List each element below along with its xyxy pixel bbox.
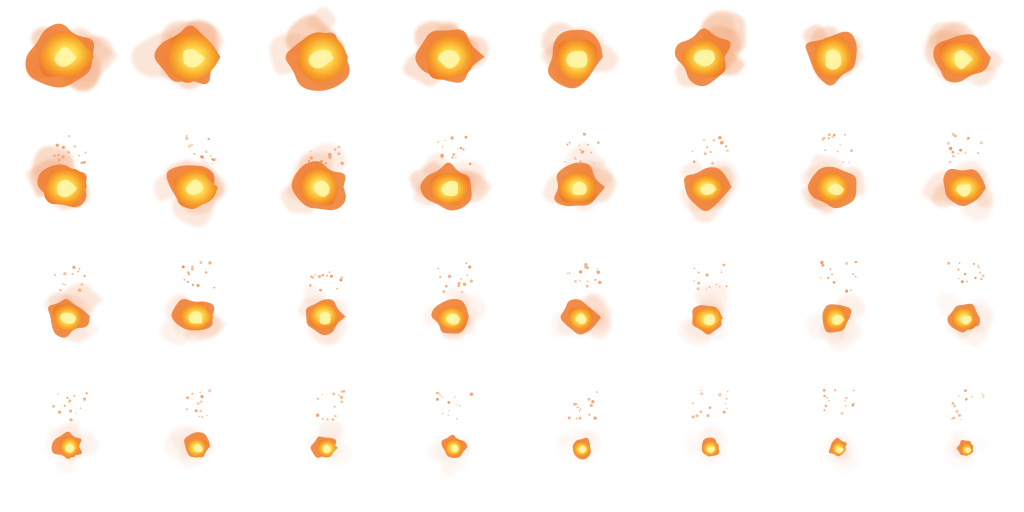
explosion-frame (128, 384, 256, 512)
explosion-frame-graphic (805, 260, 867, 351)
explosion-frame (128, 256, 256, 384)
explosion-frame (128, 0, 256, 128)
explosion-frame (0, 128, 128, 256)
explosion-frame (512, 384, 640, 512)
explosion-frame-graphic (540, 22, 620, 89)
explosion-frame-graphic (298, 271, 349, 347)
explosion-frame-graphic (403, 20, 489, 87)
explosion-frame-graphic (822, 388, 860, 474)
explosion-frame-graphic (164, 389, 215, 468)
explosion-frame (768, 256, 896, 384)
explosion-frame-graphic (307, 390, 353, 467)
explosion-frame-graphic (44, 392, 100, 474)
explosion-frame-graphic (160, 261, 227, 346)
explosion-frame (768, 384, 896, 512)
explosion-frame-graphic (803, 24, 866, 86)
explosion-frame-graphic (269, 6, 350, 91)
explosion-frame (0, 0, 128, 128)
explosion-frame-graphic (26, 134, 91, 211)
explosion-frame-graphic (409, 135, 492, 211)
explosion-frame-graphic (674, 10, 746, 88)
explosion-frame (384, 128, 512, 256)
explosion-frame-graphic (680, 136, 739, 223)
explosion-frame (256, 256, 384, 384)
explosion-frame-graphic (922, 132, 994, 222)
explosion-frame (0, 384, 128, 512)
explosion-frame (640, 128, 768, 256)
explosion-frame (640, 256, 768, 384)
explosion-frame-graphic (280, 143, 347, 214)
explosion-frame (384, 0, 512, 128)
explosion-frame-graphic (44, 265, 103, 344)
explosion-frame (896, 384, 1024, 512)
explosion-frame (384, 384, 512, 512)
explosion-frame (512, 256, 640, 384)
explosion-frame (512, 0, 640, 128)
explosion-frame-graphic (801, 133, 865, 214)
explosion-frame (0, 256, 128, 384)
explosion-frame-graphic (154, 134, 226, 228)
explosion-frame-graphic (423, 262, 486, 341)
explosion-frame (768, 128, 896, 256)
explosion-frame-graphic (25, 23, 118, 92)
explosion-frame-graphic (426, 391, 474, 476)
explosion-frame (896, 256, 1024, 384)
explosion-frame-graphic (556, 391, 603, 464)
explosion-frame (640, 0, 768, 128)
explosion-frame-graphic (936, 261, 997, 347)
explosion-frame (896, 0, 1024, 128)
explosion-frame (640, 384, 768, 512)
explosion-frame-graphic (683, 389, 729, 465)
explosion-frame-graphic (131, 19, 223, 90)
explosion-frame (384, 256, 512, 384)
explosion-frame (256, 0, 384, 128)
explosion-frame (256, 128, 384, 256)
explosion-frame-graphic (550, 263, 613, 340)
explosion-frame (256, 384, 384, 512)
explosion-frame (896, 128, 1024, 256)
explosion-frame-graphic (543, 132, 617, 212)
explosion-frame-graphic (678, 263, 729, 347)
explosion-frame (128, 128, 256, 256)
explosion-frame (512, 128, 640, 256)
explosion-frame-graphic (944, 389, 989, 469)
explosion-frame-graphic (924, 21, 1004, 87)
explosion-frame (768, 0, 896, 128)
